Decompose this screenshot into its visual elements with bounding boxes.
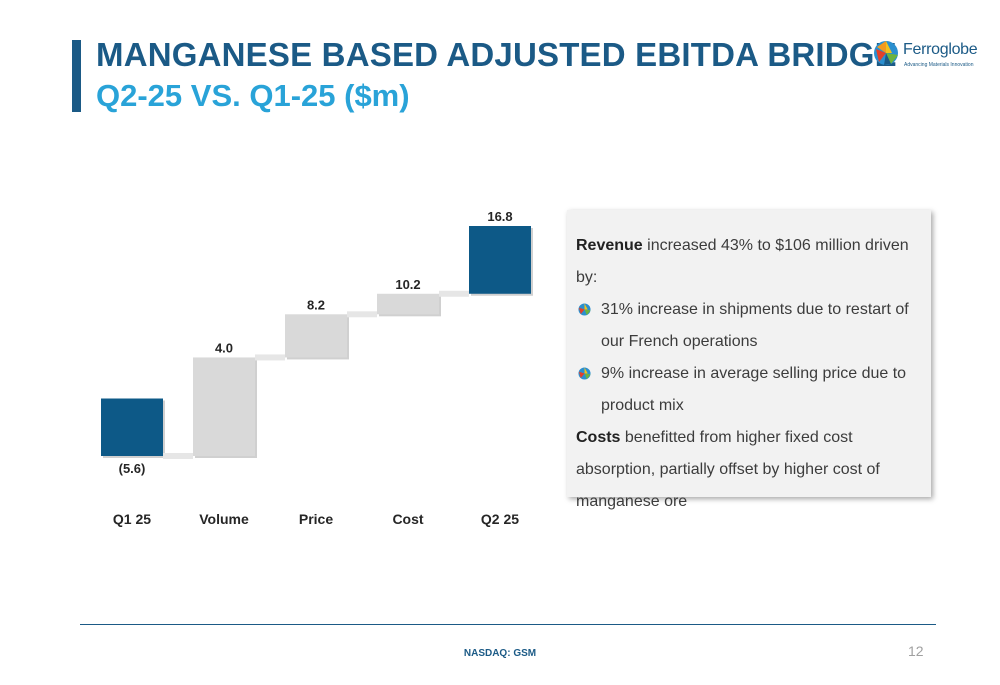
category-label: Cost <box>392 511 423 527</box>
costs-paragraph: Costs benefitted from higher fixed cost … <box>576 422 921 518</box>
bar <box>377 293 439 315</box>
globe-bullet-icon <box>578 367 591 380</box>
ebitda-bridge-chart: (5.6) Q1 25 4.0 Volume 8.2 Price 10.2 Cost 16.8 Q… <box>90 190 560 540</box>
connector-line <box>163 453 193 459</box>
globe-bullet-icon <box>578 303 591 316</box>
page-number: 12 <box>908 643 924 659</box>
bullet-text: 31% increase in shipments due to restart… <box>601 301 909 350</box>
data-label: (5.6) <box>119 461 146 476</box>
bullet-item: 9% increase in average selling price due… <box>576 358 921 422</box>
footer-ticker: NASDAQ: GSM <box>463 648 537 659</box>
bar <box>285 314 347 358</box>
bullet-item: 31% increase in shipments due to restart… <box>576 294 921 358</box>
revenue-paragraph: Revenue increased 43% to $106 million dr… <box>576 230 921 294</box>
category-label: Q1 25 <box>113 511 151 527</box>
logo-name: Ferroglobe <box>903 41 978 58</box>
page-title: MANGANESE BASED ADJUSTED EBITDA BRIDGE <box>96 36 897 73</box>
globe-logo-icon <box>874 41 898 65</box>
costs-label: Costs <box>576 429 621 446</box>
connector-line <box>347 311 377 318</box>
data-label: 8.2 <box>307 297 325 312</box>
page-subtitle: Q2-25 VS. Q1-25 ($m) <box>96 78 410 113</box>
revenue-label: Revenue <box>576 237 643 254</box>
notes-panel: Revenue increased 43% to $106 million dr… <box>567 210 931 510</box>
bar <box>193 357 255 456</box>
data-label: 16.8 <box>487 209 512 224</box>
bullet-text: 9% increase in average selling price due… <box>601 365 907 414</box>
data-label: 4.0 <box>215 340 233 355</box>
chart-svg: (5.6) Q1 25 4.0 Volume 8.2 Price 10.2 Cost 16.8 Q… <box>101 209 533 527</box>
footer-divider <box>80 624 936 625</box>
ferroglobe-logo: Ferroglobe Advancing Materials Innovatio… <box>873 38 978 78</box>
logo-tagline: Advancing Materials Innovation <box>904 62 974 68</box>
connector-line <box>439 290 469 297</box>
connector-line <box>255 354 285 361</box>
bar <box>469 226 531 294</box>
title-accent-bar <box>72 40 81 112</box>
costs-text: benefitted from higher fixed cost absorp… <box>576 429 880 510</box>
category-label: Volume <box>199 511 249 527</box>
category-label: Price <box>299 511 333 527</box>
bar <box>101 398 163 456</box>
revenue-text: increased 43% to $106 million driven by: <box>576 237 909 286</box>
category-label: Q2 25 <box>481 511 519 527</box>
data-label: 10.2 <box>395 277 420 292</box>
